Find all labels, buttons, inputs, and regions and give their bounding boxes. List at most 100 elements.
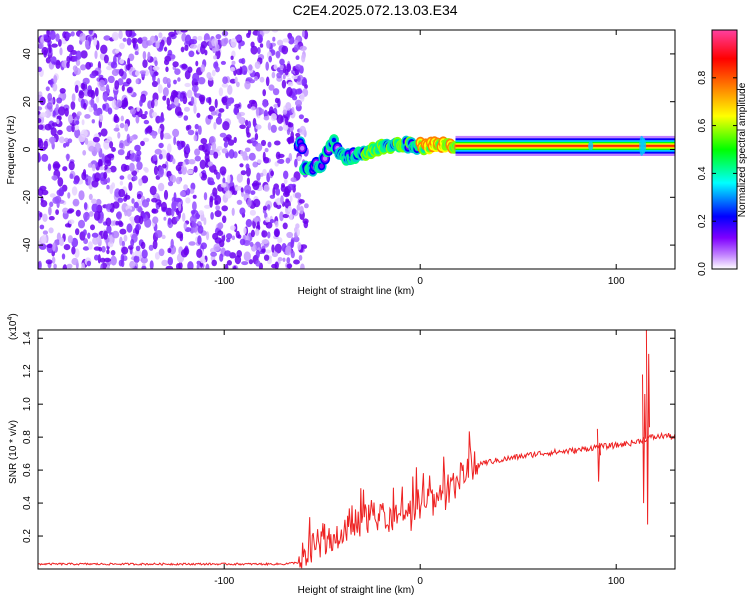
snr-panel: -100 0 100 0.2 0.4 0.6 0.8 1.0 1.2 1.4 Height of… [7,313,676,596]
noise-speckle [49,201,54,208]
noise-speckle [261,139,266,147]
noise-speckle [208,76,214,81]
snr-x-label: Height of straight line (km) [298,585,415,596]
noise-speckle [153,99,158,107]
noise-speckle [101,246,106,253]
noise-speckle [115,99,122,108]
noise-speckle [208,180,216,186]
noise-speckle [239,66,243,76]
noise-speckle [222,215,227,224]
noise-speckle [226,98,232,107]
noise-speckle [294,192,302,199]
noise-speckle [198,94,206,103]
noise-speckle [167,247,172,254]
noise-speckle [111,31,119,41]
spectrogram-x-label: Height of straight line (km) [298,286,415,297]
noise-speckle [53,263,57,269]
noise-speckle [290,177,297,183]
x-tick-label: -100 [214,276,234,287]
noise-speckle [104,154,112,164]
noise-speckle [272,88,280,96]
noise-speckle [240,170,247,176]
noise-speckle [262,89,267,97]
noise-speckle [291,75,299,80]
noise-speckle [82,77,90,85]
noise-speckle [84,114,91,119]
noise-speckle [88,193,93,200]
noise-speckle [193,134,198,142]
noise-speckle [104,165,108,170]
noise-speckle [274,97,279,104]
noise-speckle [167,49,173,57]
noise-speckle [298,254,303,261]
noise-speckle [126,86,133,94]
noise-speckle [274,220,279,228]
noise-speckle [268,84,275,91]
noise-speckle [71,237,79,248]
noise-speckle [120,115,125,122]
y-tick-label: 0.4 [22,496,33,510]
noise-speckle [125,64,131,71]
noise-speckle [195,60,199,67]
noise-speckle [206,143,211,152]
noise-speckle [105,84,110,92]
noise-speckle [165,66,169,73]
noise-speckle [111,182,115,190]
noise-speckle [140,140,145,147]
noise-speckle [43,34,49,40]
noise-speckle [192,194,197,199]
noise-speckle [178,201,182,212]
noise-speckle [295,99,302,107]
signal-blob [331,137,337,143]
noise-speckle [293,259,300,265]
noise-speckle [172,128,180,138]
noise-speckle [290,131,295,140]
noise-speckle [166,36,172,46]
noise-speckle [54,195,62,204]
noise-speckle [297,155,302,161]
noise-speckle [281,79,287,89]
y-tick-label: 0 [22,146,33,152]
noise-speckle [49,30,56,40]
noise-speckle [295,132,301,138]
noise-speckle [57,177,64,187]
noise-speckle [93,103,98,112]
noise-speckle [213,55,217,60]
noise-speckle [52,242,56,252]
noise-speckle [144,167,149,173]
snr-scale-suffix: ) [8,313,19,316]
noise-speckle [41,234,47,245]
snr-scale-prefix: (x10 [8,320,19,340]
noise-speckle [89,73,97,79]
noise-speckle [38,106,43,111]
noise-speckle [106,249,110,255]
noise-speckle [245,167,251,177]
noise-speckle [239,163,244,168]
noise-speckle [256,221,260,230]
noise-speckle [189,215,197,224]
noise-speckle [292,95,298,101]
noise-speckle [48,216,55,221]
noise-speckle [274,229,280,238]
noise-speckle [257,159,262,164]
noise-speckle [134,51,139,56]
noise-speckle [56,118,60,125]
noise-speckle [187,124,192,130]
noise-speckle [241,261,249,266]
noise-speckle [176,263,181,269]
noise-speckle [264,249,271,254]
noise-speckle [212,187,218,197]
noise-speckle [175,216,180,222]
noise-speckle [111,147,116,152]
snr-frame [37,329,676,570]
noise-speckle [271,251,279,258]
noise-speckle [127,174,132,180]
noise-speckle [180,46,185,53]
noise-speckle [71,93,76,102]
noise-speckle [197,35,203,41]
snr-x-ticks: -100 0 100 [214,330,625,587]
noise-speckle [59,136,65,144]
noise-speckle [276,204,282,210]
noise-speckle [227,174,231,184]
noise-speckle [246,177,250,186]
